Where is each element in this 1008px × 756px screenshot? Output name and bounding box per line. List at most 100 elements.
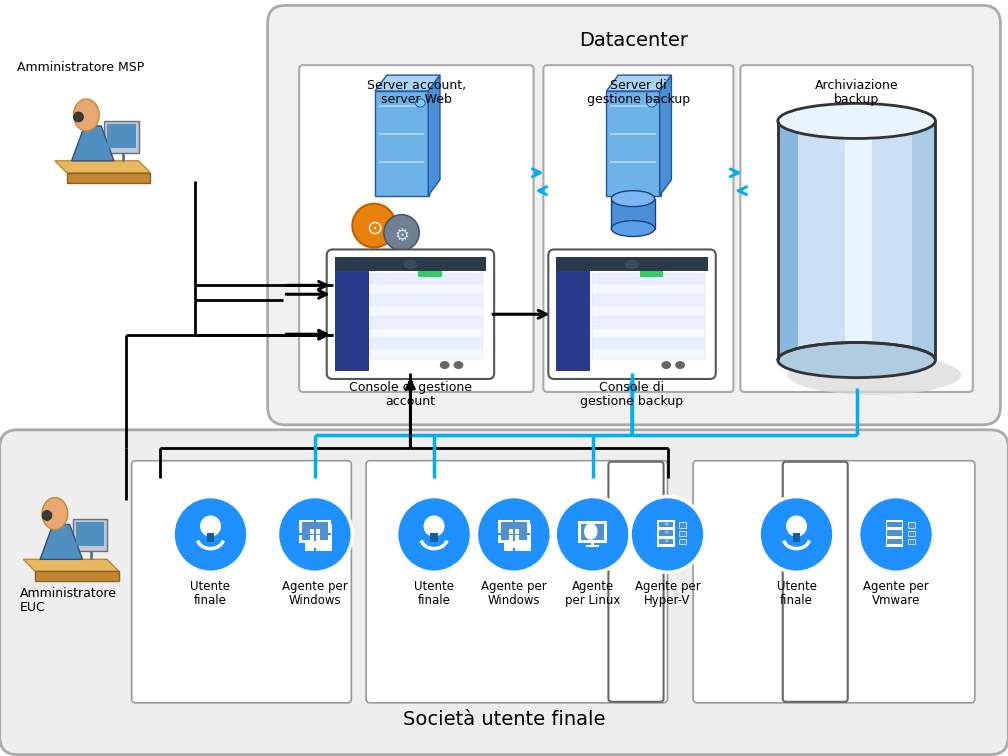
Text: Amministratore MSP: Amministratore MSP [17,61,145,74]
Ellipse shape [42,497,68,529]
Ellipse shape [661,361,671,369]
Bar [658,522,673,527]
Ellipse shape [477,497,551,572]
Ellipse shape [555,497,630,572]
Text: ⊙: ⊙ [366,219,382,238]
Bar [612,199,655,228]
Polygon shape [659,75,671,196]
Text: Agente per: Agente per [863,581,929,593]
Bar [792,532,800,542]
Bar [370,339,483,349]
Bar [509,529,513,534]
Ellipse shape [277,497,353,572]
FancyBboxPatch shape [694,460,975,703]
Text: server Web: server Web [381,93,452,106]
Bar [509,535,513,540]
Text: finale: finale [195,594,227,607]
Polygon shape [375,75,439,91]
Ellipse shape [353,203,396,247]
FancyBboxPatch shape [327,249,494,379]
Bar [908,522,914,528]
Polygon shape [54,161,150,173]
Bar [304,524,320,539]
Bar [516,536,530,551]
Bar [912,121,935,360]
Ellipse shape [415,99,425,107]
Polygon shape [23,559,119,572]
Bar [370,327,483,337]
Bar [504,524,518,539]
Text: backup: backup [834,93,879,106]
Ellipse shape [647,99,656,107]
Bar [370,295,483,305]
Ellipse shape [439,361,450,369]
Ellipse shape [74,99,99,131]
Ellipse shape [778,104,935,138]
Bar [658,538,673,544]
Bar [504,536,518,551]
Bar [76,522,104,547]
Text: account: account [385,395,435,408]
FancyBboxPatch shape [741,65,973,392]
Polygon shape [72,126,114,161]
Bar [679,531,686,536]
Text: Amministratore: Amministratore [19,587,116,600]
FancyBboxPatch shape [609,462,663,702]
Bar [107,124,136,148]
Bar [370,306,483,316]
Bar [516,524,530,539]
Text: Archiviazione: Archiviazione [814,79,898,92]
Bar [309,529,314,534]
FancyBboxPatch shape [783,462,848,702]
Text: Agente per: Agente per [635,581,701,593]
Bar [207,532,215,542]
Text: Hyper-V: Hyper-V [644,594,690,607]
Bar [581,524,604,540]
Polygon shape [40,525,83,559]
Bar [304,536,320,551]
Text: ⚙: ⚙ [394,227,409,244]
Ellipse shape [423,516,445,537]
Bar [887,538,902,544]
FancyBboxPatch shape [132,460,352,703]
Bar [335,258,486,271]
Text: per Linux: per Linux [564,594,620,607]
Bar [607,91,660,196]
Bar [508,546,519,548]
FancyBboxPatch shape [548,249,716,379]
Ellipse shape [74,112,84,122]
Ellipse shape [42,510,51,520]
Text: Agente per: Agente per [481,581,546,593]
Bar [592,327,705,337]
Text: Datacenter: Datacenter [580,31,688,51]
FancyBboxPatch shape [366,460,667,703]
Bar [430,532,438,542]
Bar [586,545,599,547]
Ellipse shape [404,260,416,268]
Ellipse shape [786,516,807,537]
Bar [592,349,705,359]
Text: Server di: Server di [610,79,666,92]
Bar [316,529,321,534]
Bar [556,271,591,371]
Ellipse shape [584,523,598,540]
Text: Utente: Utente [776,581,816,593]
Text: Server account,: Server account, [367,79,466,92]
Bar [845,121,872,360]
Bar [592,339,705,349]
Bar [778,121,935,360]
Ellipse shape [384,215,419,250]
Text: Vmware: Vmware [872,594,920,607]
Ellipse shape [396,497,472,572]
Polygon shape [428,75,439,196]
Ellipse shape [173,497,248,572]
Bar [592,274,705,284]
Bar [370,284,483,294]
Bar [640,271,663,277]
Bar [309,546,321,548]
Bar [370,317,483,327]
Bar [908,539,914,544]
Bar [370,349,483,359]
Bar [887,522,902,527]
Bar [301,522,328,541]
